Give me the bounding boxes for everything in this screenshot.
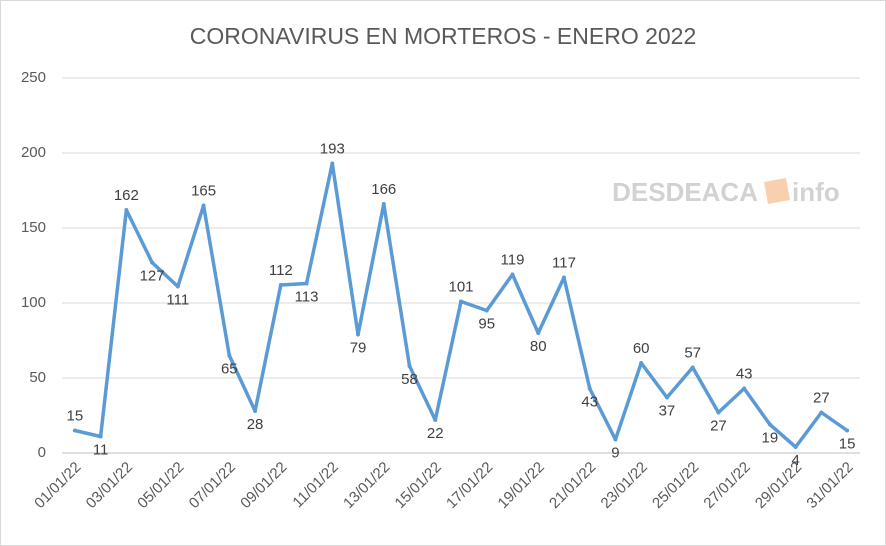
data-label: 119: [501, 251, 525, 268]
data-point: [72, 428, 77, 433]
data-point: [227, 353, 232, 358]
data-label: 65: [221, 360, 238, 377]
data-label: 80: [530, 338, 547, 355]
chart-title: CORONAVIRUS EN MORTEROS - ENERO 2022: [190, 23, 697, 49]
data-point: [742, 386, 747, 391]
y-tick-label: 100: [21, 294, 46, 311]
data-label: 19: [762, 429, 779, 446]
data-point: [459, 299, 463, 304]
data-point: [253, 409, 258, 413]
data-label: 162: [114, 187, 139, 204]
data-label: 101: [448, 278, 473, 295]
data-point: [690, 365, 695, 370]
data-label: 43: [581, 393, 598, 410]
data-label: 113: [295, 288, 319, 305]
data-point: [639, 361, 644, 365]
data-label: 165: [191, 182, 216, 199]
data-point: [587, 386, 592, 391]
data-point: [561, 275, 566, 280]
data-point: [767, 422, 772, 427]
data-label: 58: [401, 371, 418, 388]
data-point: [793, 445, 798, 449]
data-point: [845, 428, 850, 433]
data-label: 111: [166, 291, 189, 308]
data-label: 112: [269, 262, 293, 279]
data-point: [175, 284, 180, 289]
data-point: [510, 272, 515, 277]
data-point: [613, 437, 618, 442]
data-label: 15: [67, 407, 84, 424]
data-point: [381, 202, 386, 206]
y-tick-label: 250: [21, 69, 46, 86]
data-label: 28: [247, 416, 264, 433]
data-point: [664, 395, 669, 400]
data-point: [407, 364, 412, 368]
data-label: 11: [93, 441, 109, 458]
data-label: 60: [633, 340, 650, 357]
data-label: 193: [320, 140, 345, 157]
data-label: 9: [611, 444, 619, 461]
data-point: [304, 281, 309, 286]
data-point: [98, 434, 103, 439]
data-label: 79: [350, 339, 367, 356]
data-point: [484, 308, 489, 313]
data-label: 127: [140, 267, 165, 284]
data-label: 22: [427, 425, 444, 442]
data-point: [124, 208, 129, 212]
data-label: 4: [791, 452, 799, 469]
data-point: [150, 260, 155, 265]
data-label: 95: [478, 315, 495, 332]
data-point: [716, 410, 721, 415]
data-label: 166: [371, 181, 396, 198]
data-point: [330, 161, 335, 166]
watermark-right: info: [792, 177, 840, 207]
data-label: 15: [839, 435, 856, 452]
data-point: [201, 203, 206, 208]
y-tick-label: 200: [21, 144, 46, 161]
data-point: [356, 332, 361, 337]
data-label: 57: [684, 344, 701, 361]
y-tick-label: 150: [21, 219, 46, 236]
data-point: [819, 410, 824, 415]
data-point: [278, 283, 283, 287]
y-tick-label: 50: [29, 369, 46, 386]
watermark-left: DESDEACA: [612, 177, 758, 207]
data-label: 27: [710, 417, 727, 434]
y-tick-label: 0: [38, 444, 46, 461]
watermark-icon: [764, 178, 790, 204]
data-label: 117: [552, 254, 576, 271]
data-point: [536, 331, 541, 335]
data-label: 43: [736, 365, 753, 382]
data-point: [433, 418, 438, 422]
data-label: 27: [813, 389, 830, 406]
watermark: DESDEACA info: [612, 177, 840, 207]
data-label: 37: [659, 402, 676, 419]
